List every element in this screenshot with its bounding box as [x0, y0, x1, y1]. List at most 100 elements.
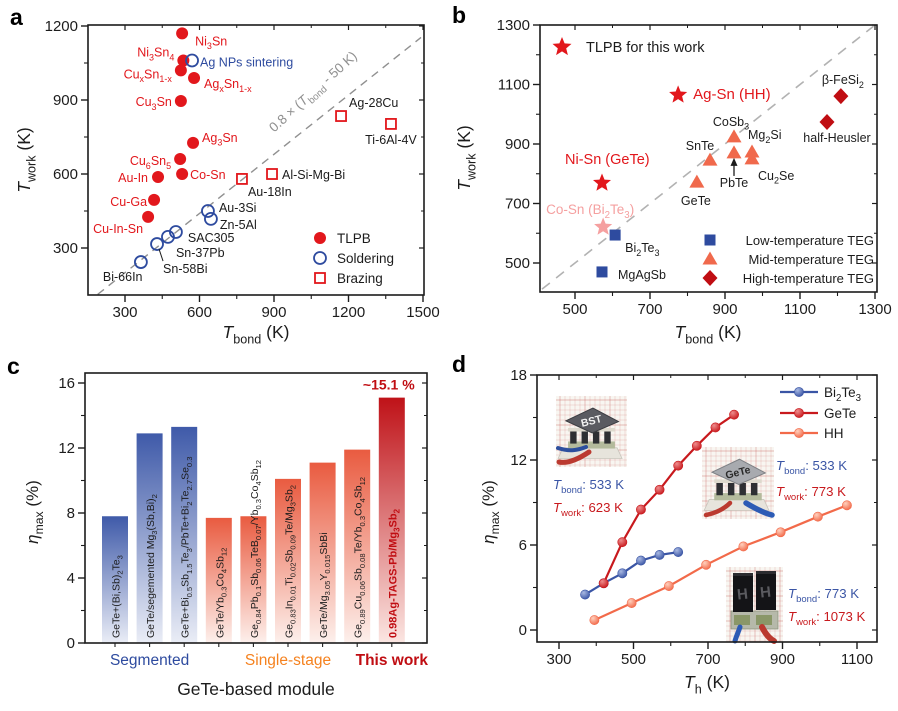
- y-tick-label: 12: [510, 452, 527, 469]
- marker-square: [609, 229, 621, 241]
- x-tick-label: 900: [261, 304, 286, 321]
- point-label: Al-Si-Mg-Bi: [282, 168, 345, 182]
- series-low-temperature-teg: Bi2Te3 MgAgSb: [596, 229, 666, 282]
- marker-circle: [176, 27, 189, 40]
- x-tick-label: 1100: [784, 301, 816, 318]
- legend: TLPB Soldering Brazing: [313, 231, 394, 286]
- tbond-annotation: Tbond: 533 K: [553, 477, 624, 496]
- twork-annotation: Twork: 623 K: [553, 500, 623, 519]
- marker-triangle: [744, 144, 760, 158]
- data-point: [589, 615, 600, 625]
- bar-label: 0.98Ag-TAGS-Pb/Mg3Sb2: [387, 508, 401, 638]
- bar-9: [378, 397, 405, 643]
- marker-circle: [174, 94, 187, 107]
- inset-annotations: Tbond: 533 K Twork: 623 K Tbond: 533 K Twor…: [553, 458, 865, 628]
- panel-c-chart: GeTe+(Bi,Sb)2Te3 GeTe/segemented Mg3(Sb,B…: [23, 372, 429, 699]
- legend-tlpb: TLPB for this work: [552, 37, 705, 56]
- point-label: half-Heusler: [803, 131, 870, 145]
- point-label: Au-3Si: [219, 201, 257, 215]
- point-label: Co-Sn (Bi2Te3): [546, 202, 634, 221]
- bar-6: [275, 478, 301, 643]
- series-gete: [598, 409, 739, 589]
- series-hh: [589, 500, 852, 625]
- bar-label: GeTe/Yb0.3Co4Sb12: [214, 548, 228, 638]
- blue-wire: [556, 445, 588, 453]
- point-label: Ni3Sn: [195, 34, 227, 51]
- marker-circle-open: [133, 255, 148, 269]
- point-label: Cu-In-Sn: [93, 222, 143, 236]
- data-point: [710, 422, 721, 433]
- point-label: Zn-5Al: [220, 218, 257, 232]
- marker-circle: [188, 72, 201, 85]
- point-label: Bi-66In: [103, 270, 143, 284]
- y-tick-label: 600: [53, 166, 78, 183]
- marker-circle-open: [313, 251, 327, 265]
- y-axis-title: ηmax (%): [23, 480, 46, 544]
- point-label: Bi2Te3: [625, 241, 659, 258]
- point-label: Ag-28Cu: [349, 96, 398, 110]
- data-point: [673, 547, 684, 557]
- x-tick-label: 600: [187, 304, 212, 321]
- point-label: MgAgSb: [618, 268, 666, 282]
- marker-square: [704, 234, 716, 246]
- point-label: Ag3Sn: [202, 131, 238, 148]
- data-point: [701, 559, 712, 570]
- legend-label: Low-temperature TEG: [746, 233, 874, 248]
- x-tick-label: 500: [621, 651, 646, 668]
- y-axis-title: Twork (K): [14, 127, 38, 193]
- bar-label: Ge0.83In0.01Ti0.02Sb0.09Te/Mg3Sb2: [284, 485, 298, 638]
- data-point: [654, 550, 665, 560]
- panel-c-letter: c: [7, 353, 20, 379]
- x-tick-label: 900: [770, 651, 795, 668]
- chip-label: GeTe: [724, 464, 752, 482]
- twork-annotation: Twork: 1073 K: [788, 609, 865, 628]
- x-axis-title: GeTe-based module: [177, 679, 335, 699]
- point-label: Au-18In: [248, 185, 292, 199]
- point-label: Ti-6Al-4V: [365, 133, 417, 147]
- marker-triangle: [726, 129, 742, 143]
- series-mid-temperature-teg: GeTe SnTe CoSb3 PbTe Mg2Si Cu2Se: [681, 115, 794, 208]
- marker-circle: [187, 136, 200, 149]
- marker-circle: [174, 152, 187, 165]
- bar-label: GeTe/segemented Mg3(Sb,Bi)2: [145, 494, 159, 638]
- point-label: Ag NPs sintering: [200, 56, 293, 70]
- data-point: [842, 500, 852, 511]
- data-point: [617, 537, 628, 548]
- data-point: [738, 541, 749, 552]
- inset-photo-bst: BST: [556, 396, 627, 467]
- marker-diamond: [702, 270, 718, 286]
- series-high-temperature-teg: β-FeSi2 half-Heusler: [803, 73, 870, 145]
- marker-circle-open: [201, 204, 215, 218]
- y-tick-label: 8: [67, 505, 75, 522]
- legend-label: HH: [824, 426, 844, 441]
- legend-label: Bi2Te3: [824, 385, 861, 404]
- inset-photo-gete: GeTe: [702, 447, 775, 519]
- data-point: [654, 484, 665, 495]
- legend-label: Brazing: [337, 271, 383, 286]
- marker-square-open: [236, 173, 248, 185]
- bar-5: [240, 516, 267, 643]
- bar-annotation: ~15.1 %: [363, 377, 415, 393]
- marker-circle: [152, 170, 165, 183]
- y-tick-label: 300: [53, 240, 78, 257]
- series-tlpb-for-this-work: Ag-Sn (HH) Ni-Sn (GeTe) Co-Sn (Bi2Te3): [546, 85, 771, 235]
- bars: GeTe+(Bi,Sb)2Te3 GeTe/segemented Mg3(Sb,B…: [102, 377, 415, 647]
- bar-label: GeTe/Mg3.05Y0.015SbBi: [318, 532, 332, 638]
- series-brazing: Ag-28Cu Ti-6Al-4V Al-Si-Mg-Bi Au-18In: [236, 96, 417, 199]
- marker-triangle: [744, 151, 760, 165]
- point-label: Cu-Ga: [110, 195, 147, 209]
- y-tick-label: 0: [519, 622, 527, 639]
- panel-b-chart: TLPB for this work Ag-Sn (HH) Ni-Sn (GeTe)…: [454, 17, 892, 345]
- group-label-this-work: This work: [356, 652, 429, 669]
- group-label-segmented: Segmented: [110, 652, 189, 669]
- y-tick-label: 1300: [497, 17, 530, 34]
- x-tick-label: 300: [112, 304, 137, 321]
- blue-wire: [743, 500, 775, 518]
- data-point: [729, 409, 739, 420]
- point-label: β-FeSi2: [822, 73, 864, 90]
- data-point: [775, 527, 786, 538]
- chip-label: H: [736, 586, 749, 604]
- x-axis-title: Tbond (K): [675, 322, 742, 345]
- chip-label: H: [759, 584, 772, 602]
